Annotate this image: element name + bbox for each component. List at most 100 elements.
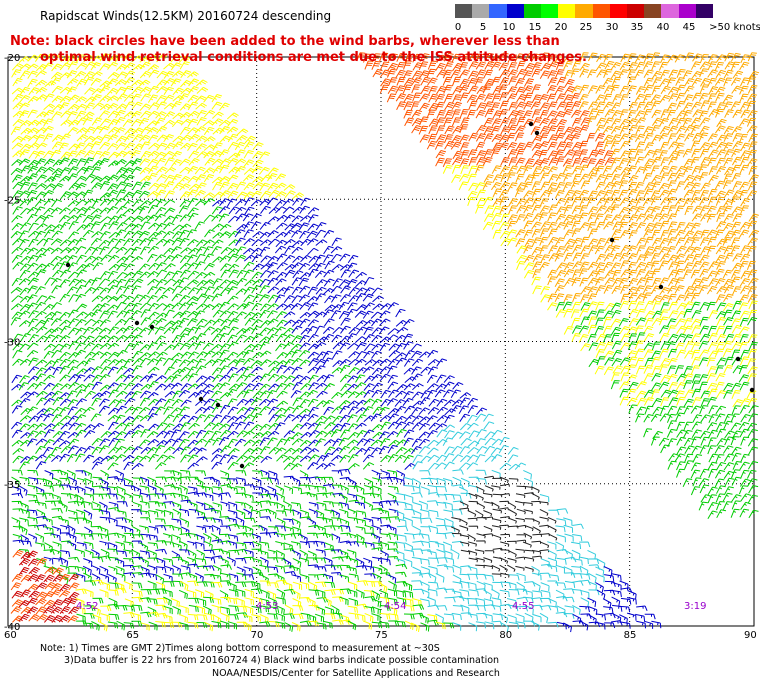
wind-barb (194, 341, 206, 350)
wind-barb (20, 432, 32, 439)
wind-barb (708, 188, 718, 198)
wind-barb (508, 550, 517, 558)
wind-barb (579, 222, 590, 231)
wind-barb (339, 294, 351, 302)
wind-barb (379, 358, 392, 366)
wind-barb (51, 63, 63, 72)
wind-barb (59, 398, 72, 407)
wind-barb (60, 532, 72, 539)
wind-barb (644, 236, 654, 246)
wind-barb (259, 309, 270, 319)
wind-barb (243, 191, 255, 200)
wind-barb (10, 230, 23, 239)
wind-barb (275, 311, 287, 319)
wind-barb (691, 260, 702, 270)
wind-barb (371, 613, 381, 622)
wind-barb (508, 574, 520, 581)
wind-barb (508, 205, 518, 215)
wind-barb (460, 53, 471, 63)
wind-barb (348, 573, 359, 581)
wind-barb (244, 407, 255, 416)
wind-barb (676, 222, 686, 231)
wind-barb (91, 392, 104, 400)
wind-barb (315, 566, 327, 572)
wind-barb (403, 358, 415, 367)
wind-barb (572, 293, 582, 303)
wind-barb (722, 303, 734, 312)
wind-barb (739, 101, 750, 111)
wind-barb (738, 421, 750, 431)
wind-barb (204, 438, 216, 447)
wind-barb (35, 397, 47, 406)
contamination-circles (65, 121, 755, 469)
wind-barb (99, 63, 111, 72)
wind-barb (180, 79, 192, 88)
wind-barb (562, 301, 573, 311)
wind-barb (690, 222, 701, 232)
wind-barb (202, 303, 215, 311)
wind-barb (267, 557, 279, 563)
wind-barb (684, 133, 695, 142)
wind-barb (468, 165, 478, 175)
wind-barb (571, 190, 582, 199)
wind-barb (202, 342, 214, 351)
wind-barb (267, 182, 279, 191)
wind-barb (651, 100, 661, 110)
wind-barb (516, 93, 527, 103)
wind-barb (540, 563, 553, 570)
wind-barb (420, 390, 431, 399)
wind-barb (194, 406, 207, 415)
wind-barb (467, 405, 478, 414)
wind-barb (387, 381, 399, 390)
wind-barb (651, 356, 661, 366)
wind-barb (26, 197, 38, 206)
wind-barb (219, 516, 231, 522)
wind-barb (210, 477, 220, 487)
wind-barb (684, 52, 694, 62)
wind-barb (747, 373, 757, 383)
wind-barb (131, 86, 143, 95)
wind-barb (283, 485, 293, 495)
wind-barb (250, 221, 262, 230)
wind-barb (690, 156, 700, 166)
wind-barb (299, 359, 311, 367)
wind-barb (212, 565, 222, 575)
wind-barb (539, 236, 549, 246)
wind-barb (644, 276, 654, 286)
wind-barb (643, 252, 653, 262)
wind-barb (91, 438, 103, 446)
wind-barb (203, 262, 215, 271)
wind-barb (107, 197, 119, 206)
wind-barb (451, 157, 463, 166)
wind-barb (442, 541, 452, 551)
wind-barb (420, 455, 432, 464)
wind-barb (267, 398, 278, 407)
wind-barb (460, 477, 470, 488)
wind-barb (475, 93, 486, 103)
wind-barb (147, 542, 159, 549)
wind-barb (540, 62, 552, 72)
wind-barb (403, 93, 414, 103)
wind-barb (459, 142, 470, 152)
wind-barb (68, 278, 80, 287)
wind-barb (20, 407, 33, 416)
wind-barb (116, 262, 128, 271)
wind-barb (580, 245, 591, 254)
wind-barb (539, 117, 550, 127)
wind-barb (723, 173, 733, 183)
wind-barb (67, 399, 79, 408)
wind-barb (274, 407, 287, 415)
wind-barb (299, 414, 311, 423)
wind-barb (315, 365, 326, 374)
wind-barb (67, 406, 78, 415)
wind-barb (611, 340, 622, 350)
wind-barb (556, 101, 567, 111)
wind-barb (611, 118, 622, 127)
wind-barb (84, 246, 96, 255)
wind-barb (331, 237, 342, 246)
wind-barb (684, 206, 694, 216)
wind-barb (378, 582, 388, 593)
wind-barb (699, 54, 709, 64)
wind-barb (556, 206, 567, 215)
wind-barb (603, 261, 614, 271)
